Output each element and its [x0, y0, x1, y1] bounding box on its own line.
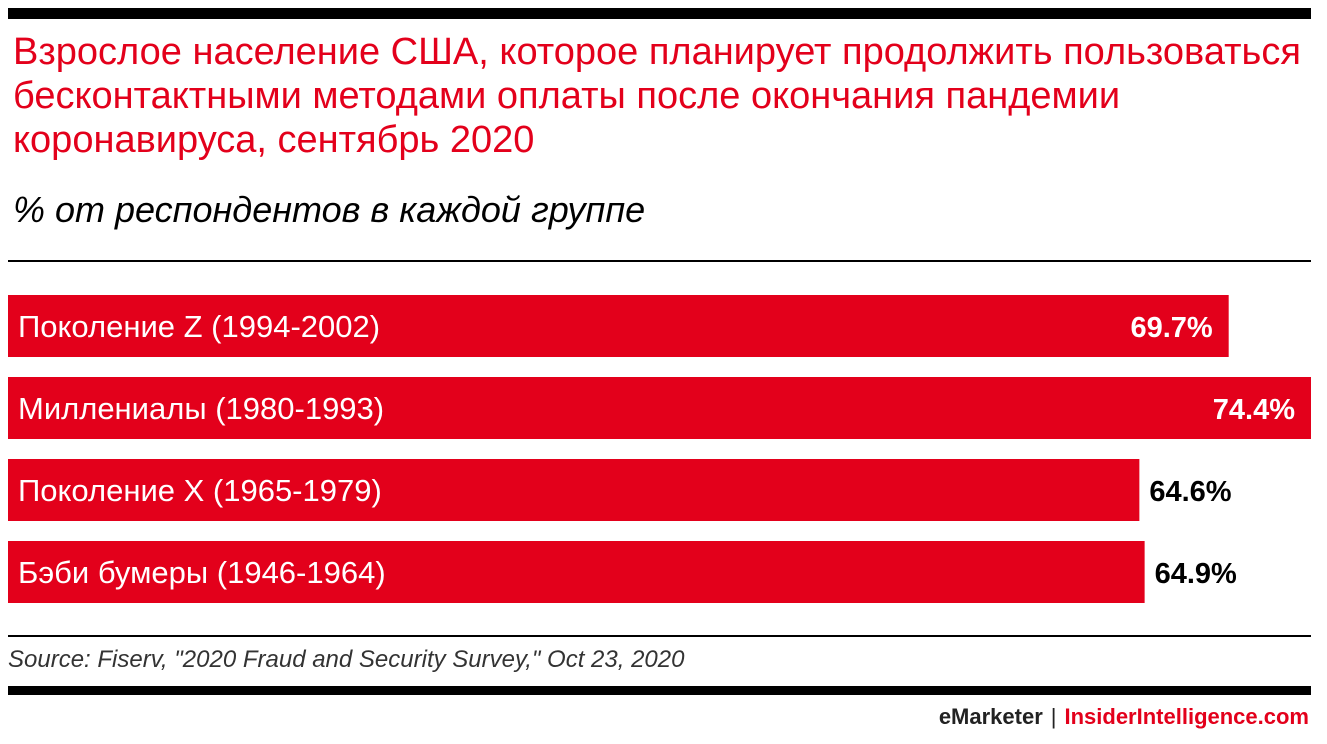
source-note: Source: Fiserv, "2020 Fraud and Security…: [8, 646, 685, 673]
source-divider: [8, 635, 1311, 637]
value-label-4: 64.9%: [1155, 558, 1237, 590]
category-label-4: Бэби бумеры (1946-1964): [18, 555, 386, 590]
category-label-3: Поколение X (1965-1979): [18, 473, 382, 508]
chart-title: Взрослое население США, которое планируе…: [13, 31, 1301, 161]
category-label-2: Миллениалы (1980-1993): [18, 391, 384, 426]
top-rule: [8, 8, 1311, 19]
header-divider: [8, 260, 1311, 262]
bar-3: [8, 459, 1140, 521]
footer-separator: |: [1050, 704, 1057, 729]
brand-insiderintelligence-link[interactable]: InsiderIntelligence.com: [1064, 704, 1309, 729]
category-label-1: Поколение Z (1994-2002): [18, 309, 380, 344]
value-label-3: 64.6%: [1149, 476, 1231, 508]
bottom-rule: [8, 686, 1311, 695]
bar-chart-svg: Поколение Z (1994-2002) 69.7% Миллениалы (…: [8, 295, 1311, 603]
value-label-2: 74.4%: [1213, 394, 1295, 426]
brand-emarketer: eMarketer: [938, 704, 1043, 729]
footer-brand: eMarketer | InsiderIntelligence.com: [939, 703, 1309, 731]
bar-4: [8, 541, 1145, 603]
bar-chart: Поколение Z (1994-2002) 69.7% Миллениалы (…: [0, 280, 1327, 620]
bar-2: [8, 377, 1311, 439]
chart-subtitle: % от респондентов в каждой группе: [13, 189, 646, 230]
bar-1: [8, 295, 1229, 357]
value-label-1: 69.7%: [1130, 312, 1212, 344]
